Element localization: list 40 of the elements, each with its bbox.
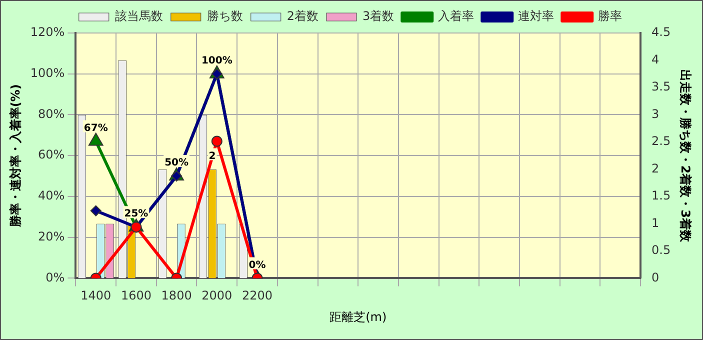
x-tick-label: 1400 <box>80 288 112 303</box>
y2-tick-label: 1.5 <box>652 188 671 203</box>
x-axis-title: 距離芝(m) <box>330 310 387 324</box>
y2-tick-label: 0 <box>652 270 660 284</box>
y-tick-label: 20% <box>38 229 65 244</box>
y-axis-title: 勝率・連対率・入着率(%) <box>8 84 22 228</box>
legend-label: 該当馬数 <box>114 9 163 24</box>
legend-label: 3着数 <box>362 9 394 24</box>
y-tick-label: 60% <box>38 148 65 162</box>
data-label: 67% <box>84 122 108 134</box>
y2-tick-label: 4.5 <box>652 25 671 40</box>
data-label: 0% <box>248 260 266 271</box>
y2-tick-label: 4 <box>652 52 660 66</box>
x-tick-label: 2000 <box>202 288 232 303</box>
y-tick-label: 100% <box>30 66 65 80</box>
x-tick-label: 1800 <box>161 288 192 303</box>
y-tick-label: 80% <box>38 106 65 121</box>
legend-label: 2着数 <box>286 9 319 24</box>
legend-label: 入着率 <box>438 9 474 24</box>
data-label: 2 <box>208 150 216 162</box>
x-tick-label: 1600 <box>120 288 152 303</box>
point <box>88 132 104 146</box>
y2-tick-label: 3 <box>652 106 660 121</box>
x-tick-label: 2200 <box>242 288 273 303</box>
legend-label: 連対率 <box>518 9 554 24</box>
y2-tick-label: 0.5 <box>652 243 671 258</box>
y-tick-label: 40% <box>38 188 65 203</box>
y2-tick-label: 1 <box>652 216 660 230</box>
data-label: 50% <box>164 158 189 169</box>
y2-tick-label: 2.5 <box>652 134 671 148</box>
y-tick-label: 120% <box>30 25 65 40</box>
y-tick-label: 0% <box>46 270 65 284</box>
y2-tick-label: 2 <box>652 161 660 176</box>
y2-axis-title: 出走数・勝ち数・2着数・3着数 <box>678 69 693 243</box>
legend-label: 勝率 <box>598 9 622 24</box>
point <box>211 136 222 147</box>
data-label: 100% <box>201 55 232 66</box>
data-label: 25% <box>124 208 148 220</box>
y2-tick-label: 3.5 <box>652 80 671 94</box>
legend-label: 勝ち数 <box>206 9 243 24</box>
